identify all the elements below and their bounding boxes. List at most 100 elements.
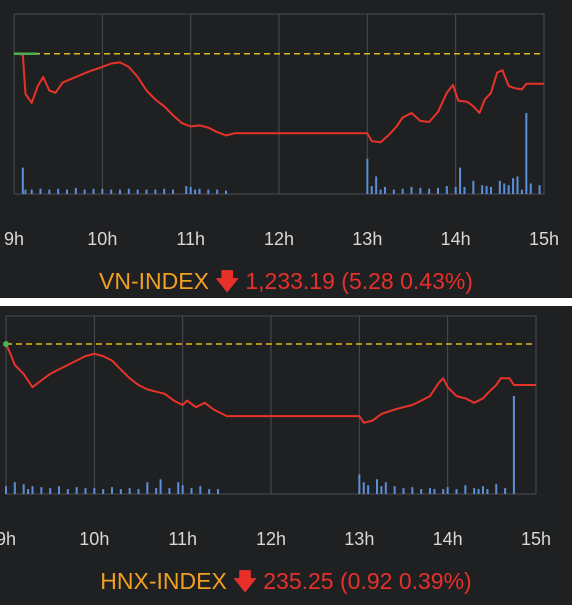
volume-bar bbox=[39, 188, 42, 194]
volume-bar bbox=[84, 488, 87, 494]
x-tick-label: 14h bbox=[441, 229, 471, 249]
volume-bar bbox=[74, 187, 77, 194]
volume-bar bbox=[49, 488, 52, 494]
volume-bar bbox=[392, 189, 395, 194]
volume-bar bbox=[507, 185, 510, 194]
volume-bar bbox=[66, 489, 69, 494]
volume-bar bbox=[411, 487, 414, 494]
volume-bar bbox=[101, 188, 104, 194]
volume-bar bbox=[207, 189, 210, 194]
volume-bar bbox=[40, 487, 43, 494]
volume-bar bbox=[145, 189, 148, 194]
x-tick-label: 11h bbox=[176, 229, 205, 249]
volume-bar bbox=[119, 489, 122, 494]
volume-bar bbox=[127, 188, 130, 194]
price-line bbox=[5, 343, 536, 424]
x-tick-label: 12h bbox=[264, 229, 294, 249]
volume-bar bbox=[402, 488, 405, 494]
volume-bar bbox=[27, 489, 30, 494]
index-change: (5.28 0.43%) bbox=[341, 268, 473, 294]
volume-bar bbox=[358, 474, 361, 494]
volume-bar bbox=[13, 482, 16, 494]
volume-bar bbox=[75, 487, 78, 494]
volume-bar bbox=[495, 484, 498, 494]
x-tick-label: 10h bbox=[79, 529, 109, 549]
volume-bar bbox=[216, 189, 219, 194]
price-line bbox=[13, 52, 544, 144]
volume-bar bbox=[442, 489, 445, 494]
vn-index-caption: VN-INDEX 🡇 1,233.19 (5.28 0.43%) bbox=[0, 265, 572, 304]
volume-bar bbox=[459, 167, 462, 194]
volume-bar bbox=[24, 189, 27, 194]
volume-bar bbox=[137, 489, 140, 494]
volume-bar bbox=[498, 180, 501, 194]
volume-bar bbox=[93, 488, 96, 494]
volume-bar bbox=[66, 189, 68, 194]
volume-bar bbox=[185, 186, 188, 194]
volume-bar bbox=[516, 176, 519, 194]
volume-bar bbox=[190, 488, 193, 494]
volume-bar bbox=[5, 486, 7, 494]
volume-bar bbox=[481, 185, 484, 194]
vn-index-chart: 9h 10h 11h 12h 13h 14h 15h bbox=[4, 13, 559, 249]
volume-bar bbox=[445, 186, 448, 194]
volume-bar bbox=[22, 484, 25, 494]
x-tick-label: 14h bbox=[433, 529, 463, 549]
volume-bar bbox=[177, 482, 180, 494]
volume-bar bbox=[128, 488, 131, 494]
volume-bar bbox=[366, 158, 369, 194]
volume-bar bbox=[21, 167, 24, 194]
opening-marker bbox=[3, 341, 9, 348]
x-tick-label: 9h bbox=[0, 529, 16, 549]
x-tick-label: 13h bbox=[344, 529, 374, 549]
volume-bar bbox=[48, 189, 51, 194]
volume-bar bbox=[199, 486, 202, 494]
x-tick-label: 10h bbox=[87, 229, 117, 249]
volume-bar bbox=[503, 183, 506, 194]
volume-bar bbox=[367, 485, 370, 494]
hnx-index-chart: 9h 10h 11h 12h 13h 14h 15h bbox=[0, 315, 551, 549]
volume-bar bbox=[490, 186, 492, 194]
volume-bar bbox=[538, 185, 541, 194]
x-tick-label: 15h bbox=[529, 229, 559, 249]
volume-bar bbox=[189, 186, 192, 194]
index-name: HNX-INDEX bbox=[100, 568, 227, 594]
vn-index-panel: 9h 10h 11h 12h 13h 14h 15h VN-INDEX 🡇 1,233.19… bbox=[0, 0, 572, 298]
volume-bar bbox=[194, 189, 197, 194]
volume-bar bbox=[393, 486, 396, 494]
volume-bar bbox=[362, 482, 365, 494]
volume-bar bbox=[486, 489, 489, 494]
volume-bar bbox=[31, 486, 34, 494]
volume-bar bbox=[154, 189, 157, 194]
volume-bar bbox=[472, 180, 475, 194]
volume-bar bbox=[111, 487, 113, 494]
volume-bar bbox=[110, 189, 113, 194]
down-arrow-icon: 🡇 bbox=[233, 568, 257, 594]
volume-bar bbox=[433, 489, 436, 494]
volume-bar bbox=[379, 189, 382, 194]
volume-bar bbox=[102, 489, 105, 494]
volume-bar bbox=[477, 489, 480, 494]
volume-bar bbox=[446, 487, 449, 494]
volume-bar bbox=[473, 488, 476, 494]
volume-bar bbox=[504, 488, 507, 494]
volume-bar bbox=[455, 489, 458, 494]
volume-bar bbox=[428, 188, 431, 194]
down-arrow-icon: 🡇 bbox=[215, 268, 239, 294]
volume-bar bbox=[420, 489, 423, 494]
hnx-index-caption: HNX-INDEX 🡇 235.25 (0.92 0.39%) bbox=[0, 565, 572, 604]
volume-bar bbox=[410, 186, 413, 194]
volume-bar bbox=[482, 486, 484, 494]
volume-bar bbox=[512, 178, 515, 194]
x-tick-label: 13h bbox=[352, 229, 382, 249]
volume-bar bbox=[155, 488, 158, 494]
volume-bar bbox=[384, 186, 386, 194]
volume-bar bbox=[512, 396, 515, 494]
index-name: VN-INDEX bbox=[99, 268, 209, 294]
volume-bar bbox=[57, 188, 60, 194]
volume-bar bbox=[136, 189, 139, 194]
index-value: 235.25 bbox=[263, 568, 334, 594]
hnx-index-panel: 9h 10h 11h 12h 13h 14h 15h HNX-INDEX 🡇 235.25 … bbox=[0, 306, 572, 605]
volume-bar bbox=[159, 479, 162, 494]
volume-bar bbox=[429, 488, 431, 494]
